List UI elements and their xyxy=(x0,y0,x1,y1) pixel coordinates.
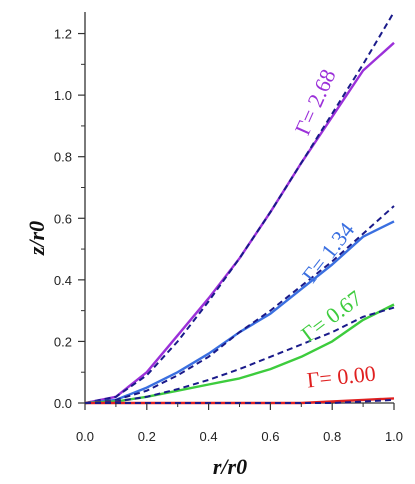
y-tick-label: 0.8 xyxy=(54,150,72,165)
series-label: Γ= 0.00 xyxy=(306,360,377,392)
x-tick-label: 0.6 xyxy=(261,429,279,444)
y-tick-label: 0.2 xyxy=(54,334,72,349)
model-dashed-line xyxy=(84,205,395,404)
x-tick-label: 0.0 xyxy=(76,429,94,444)
series-label: Γ= 0.67 xyxy=(296,285,366,347)
x-tick-label: 0.8 xyxy=(323,429,341,444)
y-tick-label: 0.0 xyxy=(54,396,72,411)
x-axis-label: r/r0 xyxy=(213,454,247,479)
ticks-layer: 0.0 0.2 0.4 0.6 0.8 1.0 0.0 0.2 0.4 0.6 0.8 1.0 1.2 xyxy=(54,27,403,444)
model-dashed-line xyxy=(84,306,395,404)
y-tick-label: 1.2 xyxy=(54,27,72,42)
x-tick-label: 0.4 xyxy=(200,429,218,444)
y-tick-label: 0.6 xyxy=(54,211,72,226)
series-layer xyxy=(84,11,395,405)
y-axis-label: z/r0 xyxy=(24,221,49,256)
model-dashed-line xyxy=(84,11,395,404)
y-tick-label: 0.4 xyxy=(54,273,72,288)
series-label: Γ= 1.34 xyxy=(297,217,359,287)
plot-frame xyxy=(84,12,394,404)
series-label: Γ= 2.68 xyxy=(290,65,341,138)
x-tick-label: 0.2 xyxy=(138,429,156,444)
y-tick-label: 1.0 xyxy=(54,88,72,103)
series-line xyxy=(84,41,395,405)
x-tick-label: 1.0 xyxy=(385,429,403,444)
